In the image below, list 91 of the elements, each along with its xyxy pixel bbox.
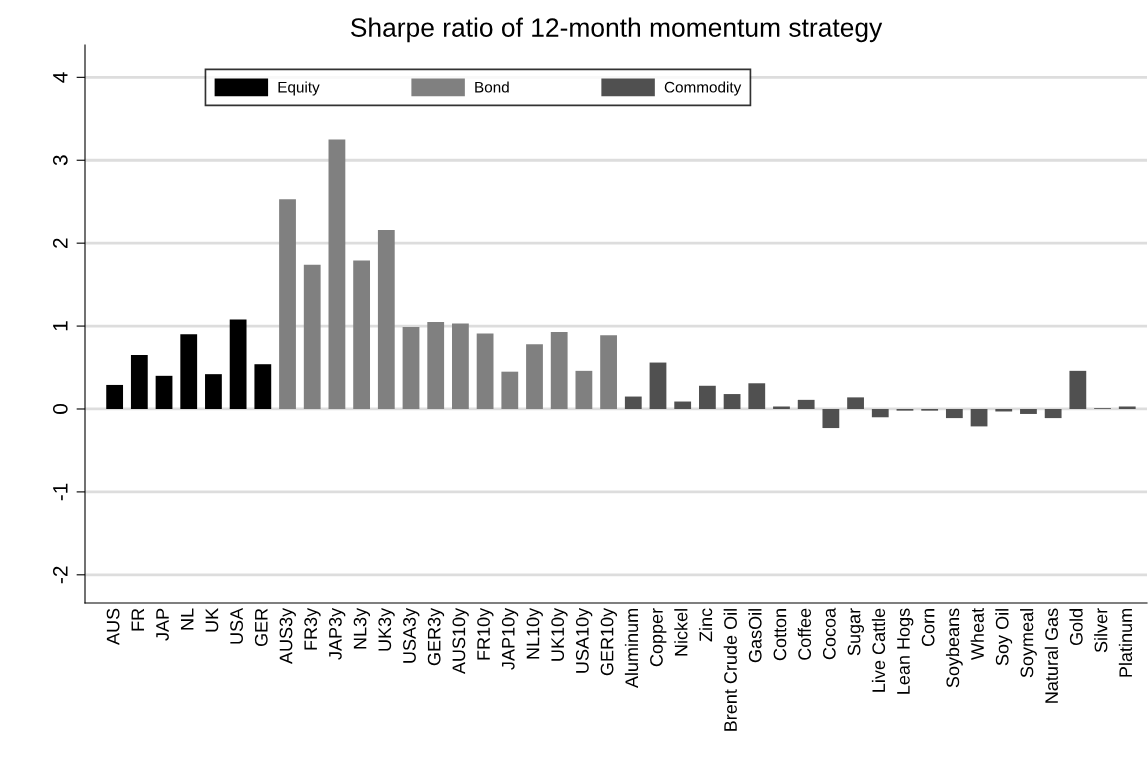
x-tick-label: Nickel — [674, 609, 688, 656]
bar — [624, 396, 642, 409]
legend-label: Bond — [475, 81, 509, 93]
x-tick-label: GER3y — [427, 607, 445, 666]
bar — [427, 321, 445, 409]
x-tick-label: Copper — [650, 608, 667, 667]
x-tick-label: GasOil — [748, 609, 762, 663]
x-tick-label: Cotton — [773, 609, 787, 661]
x-tick-label: USA3y — [403, 607, 420, 663]
x-tick-label: JAP — [156, 608, 169, 641]
x-tick-label: NL — [180, 608, 194, 630]
bar — [871, 408, 889, 418]
x-tick-label: Brent Crude Oil — [723, 609, 737, 731]
x-tick-label: UK10y — [551, 607, 568, 661]
bar — [847, 397, 864, 409]
y-tick-label: 4 — [53, 72, 68, 83]
bar — [476, 333, 494, 409]
x-tick-label: UK — [205, 608, 219, 632]
bar — [229, 319, 247, 409]
x-tick-label: Zinc — [698, 608, 713, 642]
bar — [575, 370, 593, 409]
x-tick-label: Live Cattle — [871, 608, 886, 692]
bar — [106, 384, 124, 409]
y-tick-label: -2 — [52, 566, 68, 584]
bar — [698, 385, 716, 409]
x-tick-label: Cocoa — [822, 607, 836, 660]
legend-label: Equity — [278, 81, 320, 96]
x-tick-label: Sugar — [847, 608, 864, 656]
bar — [723, 394, 741, 409]
x-tick-label: Platinum — [1118, 609, 1133, 677]
x-tick-label: Aluminum — [624, 609, 639, 689]
bar — [328, 139, 346, 409]
x-tick-label: Soymeal — [1020, 609, 1037, 678]
x-tick-label: JAP3y — [328, 607, 346, 660]
x-tick-label: Soy Oil — [995, 609, 1013, 666]
x-tick-label: FR — [131, 608, 144, 631]
bar — [1118, 406, 1136, 409]
bar — [155, 375, 173, 409]
bar — [1044, 408, 1062, 419]
x-tick-label: Natural Gas — [1044, 608, 1058, 703]
x-tick-label: NL10y — [526, 607, 543, 659]
bar — [822, 408, 840, 429]
y-tick-label: 2 — [52, 238, 68, 248]
bar — [748, 383, 766, 409]
x-tick-label: USA — [230, 607, 243, 644]
bar — [180, 334, 198, 409]
x-tick-label: AUS3y — [279, 607, 296, 665]
chart-title: Sharpe ratio of 12-month momentum strategy — [351, 17, 883, 43]
bar — [600, 335, 617, 409]
x-tick-label: AUS — [106, 608, 120, 645]
bar — [945, 408, 963, 419]
bar — [550, 331, 568, 409]
bar — [1020, 408, 1037, 414]
y-tick-label: 1 — [53, 321, 68, 331]
x-tick-label: Corn — [921, 609, 935, 647]
x-tick-label: Wheat — [970, 607, 984, 660]
y-tick-label: 0 — [52, 404, 68, 414]
bar — [1069, 370, 1087, 409]
bar — [649, 362, 667, 409]
legend-label: Commodity — [664, 81, 742, 96]
x-tick-label: GER — [254, 608, 268, 647]
bar — [377, 229, 395, 409]
bar — [254, 364, 272, 409]
bar — [501, 371, 519, 409]
x-tick-label: Soybeans — [945, 608, 963, 688]
bar — [970, 408, 988, 427]
x-tick-label: NL3y — [353, 607, 371, 649]
bar — [303, 264, 321, 409]
x-tick-label: UK3y — [378, 607, 395, 651]
bar — [674, 401, 692, 409]
x-tick-label: FR3y — [304, 607, 321, 650]
x-tick-label: GER10y — [600, 607, 618, 676]
x-tick-label: USA10y — [575, 607, 593, 673]
bar — [130, 355, 148, 409]
x-tick-label: Gold — [1069, 609, 1083, 646]
bar — [773, 406, 790, 409]
x-tick-label: AUS10y — [452, 607, 469, 675]
bar — [526, 344, 543, 409]
bar — [205, 374, 222, 409]
x-tick-label: JAP10y — [501, 607, 519, 670]
bar — [279, 199, 296, 409]
x-tick-label: Coffee — [797, 608, 812, 660]
bar — [452, 323, 469, 409]
bar — [353, 260, 371, 409]
x-tick-label: FR10y — [477, 607, 494, 660]
x-tick-label: Silver — [1094, 608, 1108, 653]
y-tick-label: 3 — [52, 155, 68, 166]
bar — [797, 399, 815, 409]
bar — [402, 326, 420, 409]
x-tick-label: Lean Hogs — [897, 608, 914, 694]
y-tick-label: -1 — [53, 483, 68, 501]
